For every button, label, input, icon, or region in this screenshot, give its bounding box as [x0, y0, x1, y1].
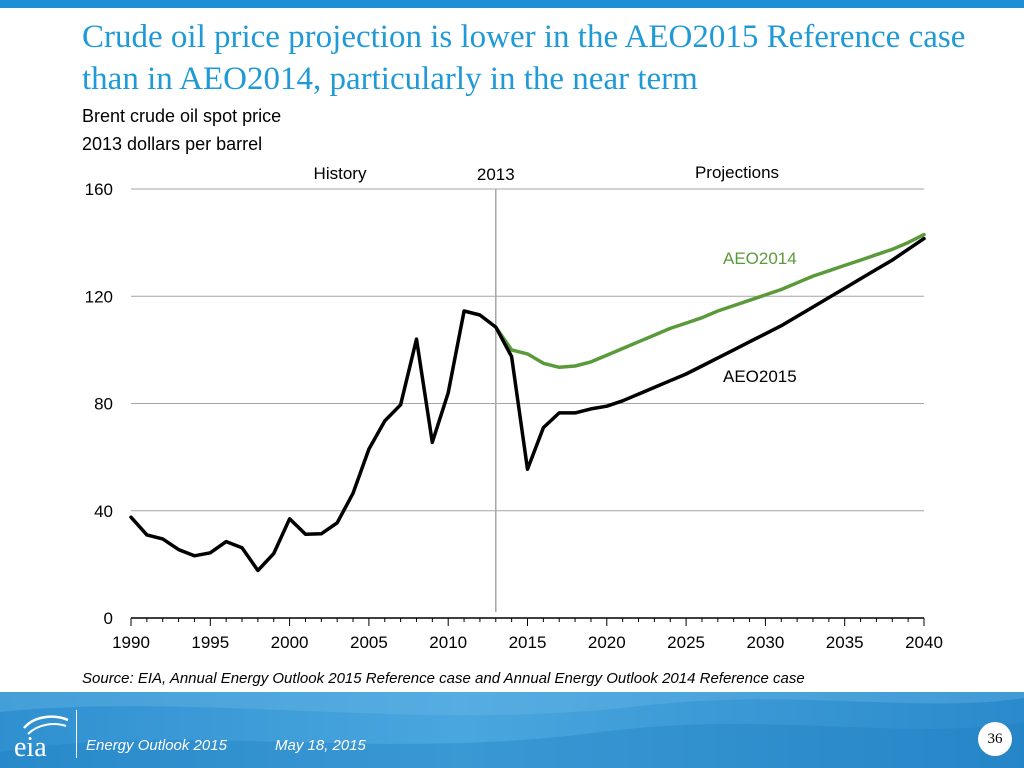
- chart-units: 2013 dollars per barrel: [82, 134, 263, 154]
- chart-subtitle: Brent crude oil spot price: [82, 106, 282, 126]
- x-tick-label: 2035: [826, 633, 864, 652]
- top-accent-bar: [0, 0, 1024, 8]
- x-tick-label: 2015: [509, 633, 547, 652]
- page-number: 36: [978, 722, 1012, 756]
- source-note: Source: EIA, Annual Energy Outlook 2015 …: [82, 670, 805, 687]
- x-tick-label: 2020: [588, 633, 626, 652]
- logo-divider: [76, 710, 77, 758]
- x-tick-label: 1995: [191, 633, 229, 652]
- series-label-aeo2015: AEO2015: [723, 367, 797, 386]
- series-line-aeo2014: [494, 232, 926, 370]
- projections-label: Projections: [695, 163, 779, 182]
- x-tick-label: 2005: [350, 633, 388, 652]
- divider-year-label: 2013: [477, 165, 515, 184]
- footer-date: May 18, 2015: [275, 737, 366, 754]
- series-label-aeo2014: AEO2014: [723, 249, 797, 268]
- y-tick-label: 40: [94, 502, 113, 521]
- eia-logo: eia: [14, 715, 69, 760]
- history-label: History: [314, 164, 367, 183]
- y-tick-label: 80: [94, 395, 113, 414]
- x-tick-label: 2025: [667, 633, 705, 652]
- series-line-aeo2015: [129, 236, 926, 573]
- footer-wave-decoration: [0, 692, 1024, 768]
- y-tick-label: 0: [104, 609, 113, 628]
- x-tick-label: 1990: [112, 633, 150, 652]
- slide-title: Crude oil price projection is lower in t…: [82, 19, 966, 97]
- logo-text: eia: [14, 732, 47, 760]
- price-chart: 0 40 80 120 160 1990 1995 2000 2005 2010 2015 2020 2…: [85, 163, 943, 652]
- footer-band: [0, 692, 1024, 768]
- x-tick-label: 2000: [271, 633, 309, 652]
- x-tick-label: 2010: [429, 633, 467, 652]
- y-tick-label: 160: [85, 180, 113, 199]
- footer-publication: Energy Outlook 2015: [86, 737, 227, 754]
- x-tick-label: 2030: [746, 633, 784, 652]
- y-tick-label: 120: [85, 287, 113, 306]
- x-tick-label: 2040: [905, 633, 943, 652]
